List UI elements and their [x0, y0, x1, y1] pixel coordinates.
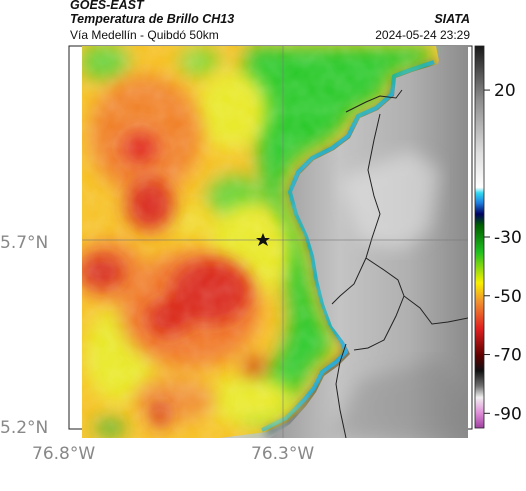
- timestamp: 2024-05-24 23:29: [375, 28, 470, 42]
- colorbar-tick-minus-30: -30: [494, 228, 522, 248]
- satellite-name: GOES-EAST: [70, 0, 144, 12]
- colorbar-tick-minus-90: -90: [494, 404, 522, 424]
- map-header: GOES-EAST Temperatura de Brillo CH13 Vía…: [70, 0, 470, 44]
- colorbar-tick-minus-50: -50: [494, 287, 522, 307]
- lat-label-5-2: 5.2°N: [0, 418, 48, 438]
- region-label: Vía Medellín - Quibdó 50km: [70, 28, 219, 42]
- lon-label-76-8: 76.8°W: [32, 444, 95, 464]
- colorbar-tick-minus-70: -70: [494, 346, 522, 366]
- lat-label-5-7: 5.7°N: [0, 233, 48, 253]
- star-icon: [256, 233, 270, 246]
- product-title: Temperatura de Brillo CH13: [70, 12, 235, 26]
- brightness-field: [82, 46, 468, 438]
- lon-label-76-3: 76.3°W: [251, 444, 314, 464]
- colorbar: 20 -30 -50 -70 -90: [474, 45, 522, 429]
- agency-label: SIATA: [434, 12, 470, 26]
- colorbar-tick-20: 20: [494, 81, 516, 101]
